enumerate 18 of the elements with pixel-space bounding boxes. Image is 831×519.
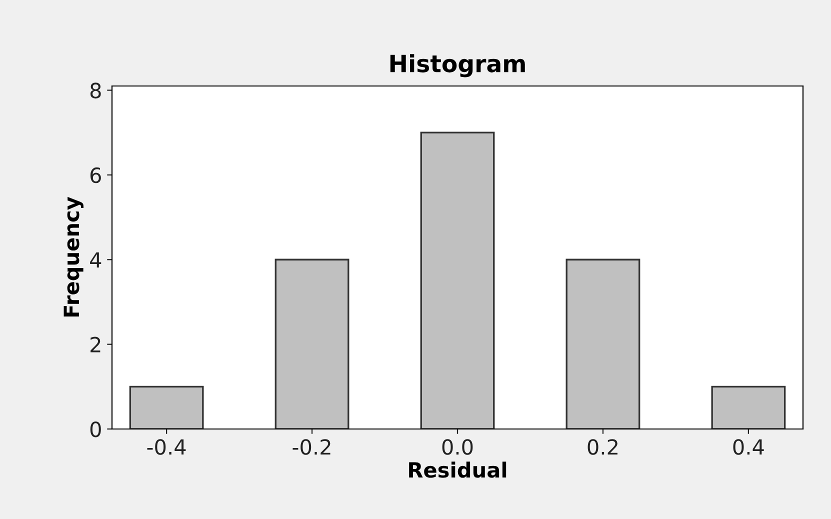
x-axis-title: Residual [409,462,506,478]
bar [129,386,204,429]
bar [274,258,350,429]
y-tick-label: 6 [90,167,101,184]
y-tick-label: 8 [90,82,101,98]
y-tick-label: 4 [90,252,102,268]
y-tick-label: 0 [90,421,101,438]
bar [420,132,495,429]
x-tick-label: 0.4 [733,439,764,455]
y-tick-label: 2 [90,336,100,352]
x-tick-label: 0.0 [442,439,473,455]
bar [566,258,640,429]
bar [711,386,786,429]
x-tick-label: -0.4 [147,439,186,455]
y-axis-title: Frequency [64,196,84,317]
x-tick-label: -0.2 [292,439,330,455]
chart-title: Histogram [390,54,525,78]
x-tick-label: 0.2 [588,439,618,455]
